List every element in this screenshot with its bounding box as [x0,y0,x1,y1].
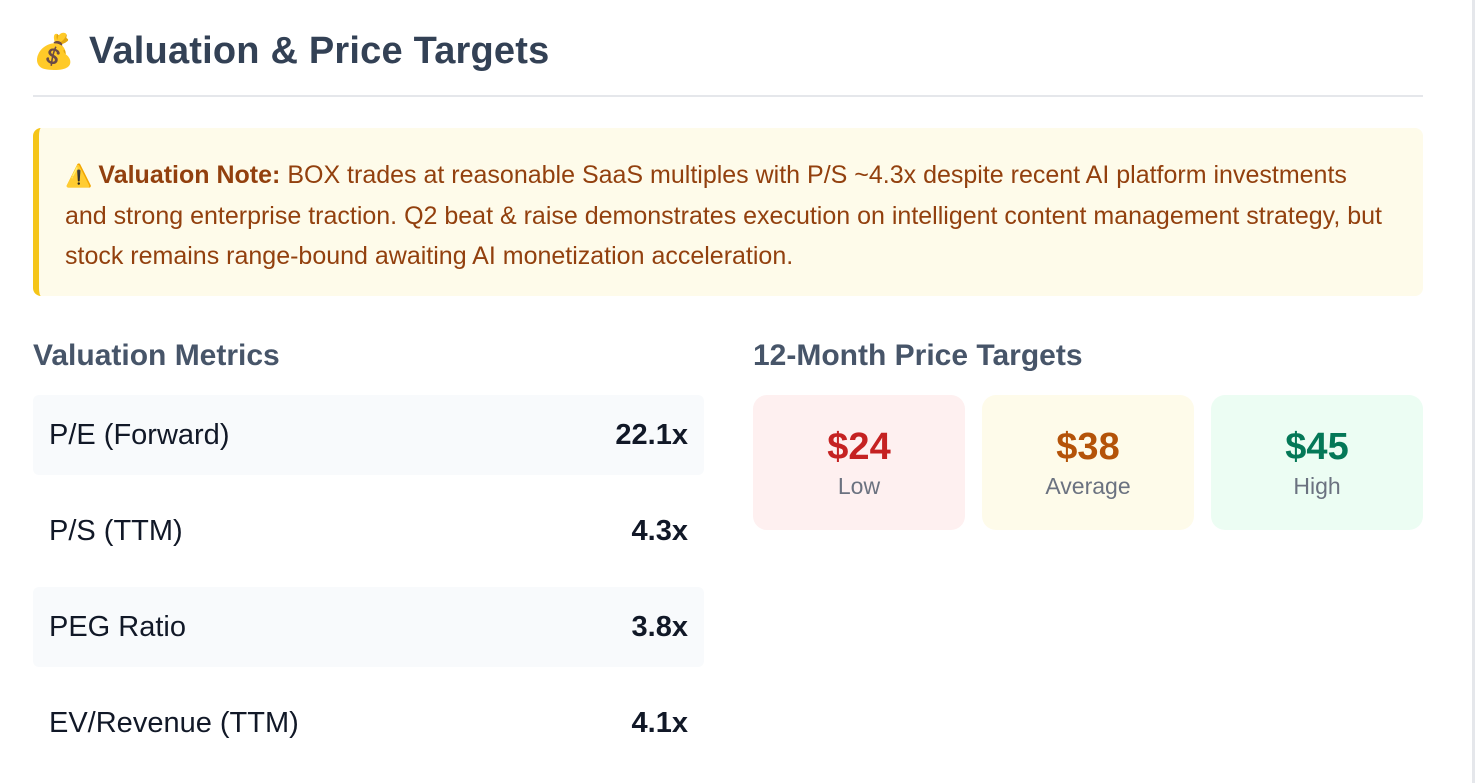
metric-label: EV/Revenue (TTM) [49,706,299,739]
metric-row-ps-ttm: P/S (TTM) 4.3x [33,491,704,571]
metric-row-ev-revenue: EV/Revenue (TTM) 4.1x [33,683,704,763]
money-bag-icon: 💰 [32,32,76,71]
metric-value: 3.8x [631,610,688,643]
price-target-value: $38 [1056,426,1120,468]
price-target-average-card: $38 Average [982,395,1194,530]
metric-label: P/E (Forward) [49,418,230,451]
valuation-note-body: BOX trades at reasonable SaaS multiples … [65,161,1382,270]
right-edge-divider [1472,0,1475,783]
price-target-high-card: $45 High [1211,395,1423,530]
valuation-metrics-title: Valuation Metrics [33,339,280,372]
price-target-label: Low [837,473,881,499]
valuation-note-label: Valuation Note: [98,161,281,189]
price-target-value: $24 [827,426,891,468]
price-targets-panel: 12-Month Price Targets $24 Low $38 Avera… [753,336,1423,779]
metric-row-pe-forward: P/E (Forward) 22.1x [33,395,704,475]
valuation-section: 💰 Valuation & Price Targets ⚠️ Valuation … [33,0,1423,779]
valuation-note-callout: ⚠️ Valuation Note: BOX trades at reasonab… [33,128,1423,296]
metric-row-peg-ratio: PEG Ratio 3.8x [33,587,704,667]
metric-value: 22.1x [615,418,688,451]
price-target-label: Average [1045,473,1131,499]
price-target-value: $45 [1285,426,1349,468]
section-header: 💰 Valuation & Price Targets [33,0,1423,97]
content-columns: Valuation Metrics P/E (Forward) 22.1x P/… [33,336,1423,779]
price-target-label: High [1293,473,1341,499]
price-target-cards: $24 Low $38 Average $45 High [753,395,1423,530]
metric-value: 4.1x [631,706,688,739]
metric-label: P/S (TTM) [49,514,183,547]
valuation-note-text: ⚠️ Valuation Note: BOX trades at reasonab… [65,155,1395,276]
warning-icon: ⚠️ [65,163,93,188]
section-title: Valuation & Price Targets [89,30,550,72]
price-targets-title: 12-Month Price Targets [753,339,1083,372]
metric-value: 4.3x [631,514,688,547]
valuation-metrics-panel: Valuation Metrics P/E (Forward) 22.1x P/… [33,336,704,779]
metric-label: PEG Ratio [49,610,186,643]
price-target-low-card: $24 Low [753,395,965,530]
